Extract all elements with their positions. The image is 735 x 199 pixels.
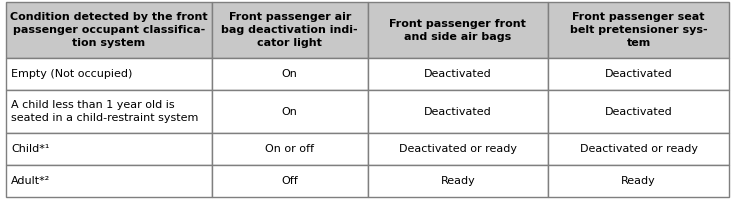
Bar — [548, 90, 729, 133]
Text: Adult*²: Adult*² — [11, 176, 50, 186]
Bar — [6, 133, 212, 165]
Bar — [6, 58, 212, 90]
Text: Empty (Not occupied): Empty (Not occupied) — [11, 69, 132, 79]
Bar — [548, 165, 729, 197]
Bar — [212, 133, 368, 165]
Bar — [6, 90, 212, 133]
Text: On or off: On or off — [265, 144, 315, 154]
Text: Ready: Ready — [621, 176, 656, 186]
Bar — [548, 58, 729, 90]
Text: Front passenger front
and side air bags: Front passenger front and side air bags — [390, 19, 526, 42]
Bar — [212, 2, 368, 58]
Text: Deactivated: Deactivated — [424, 69, 492, 79]
Bar — [368, 133, 548, 165]
Bar — [6, 2, 212, 58]
Bar — [548, 133, 729, 165]
Bar — [548, 2, 729, 58]
Text: Front passenger air
bag deactivation indi-
cator light: Front passenger air bag deactivation ind… — [221, 12, 358, 48]
Bar — [212, 90, 368, 133]
Text: Deactivated: Deactivated — [605, 107, 673, 117]
Bar — [368, 165, 548, 197]
Bar — [212, 58, 368, 90]
Bar — [368, 90, 548, 133]
Text: On: On — [282, 69, 298, 79]
Bar — [368, 58, 548, 90]
Text: Deactivated or ready: Deactivated or ready — [399, 144, 517, 154]
Text: On: On — [282, 107, 298, 117]
Text: Condition detected by the front
passenger occupant classifica-
tion system: Condition detected by the front passenge… — [10, 12, 208, 48]
Text: Deactivated or ready: Deactivated or ready — [580, 144, 698, 154]
Text: Off: Off — [282, 176, 298, 186]
Bar — [6, 165, 212, 197]
Bar — [368, 2, 548, 58]
Bar — [212, 165, 368, 197]
Text: Front passenger seat
belt pretensioner sys-
tem: Front passenger seat belt pretensioner s… — [570, 12, 708, 48]
Text: Deactivated: Deactivated — [424, 107, 492, 117]
Text: Child*¹: Child*¹ — [11, 144, 49, 154]
Text: A child less than 1 year old is
seated in a child-restraint system: A child less than 1 year old is seated i… — [11, 100, 198, 123]
Text: Ready: Ready — [440, 176, 476, 186]
Text: Deactivated: Deactivated — [605, 69, 673, 79]
